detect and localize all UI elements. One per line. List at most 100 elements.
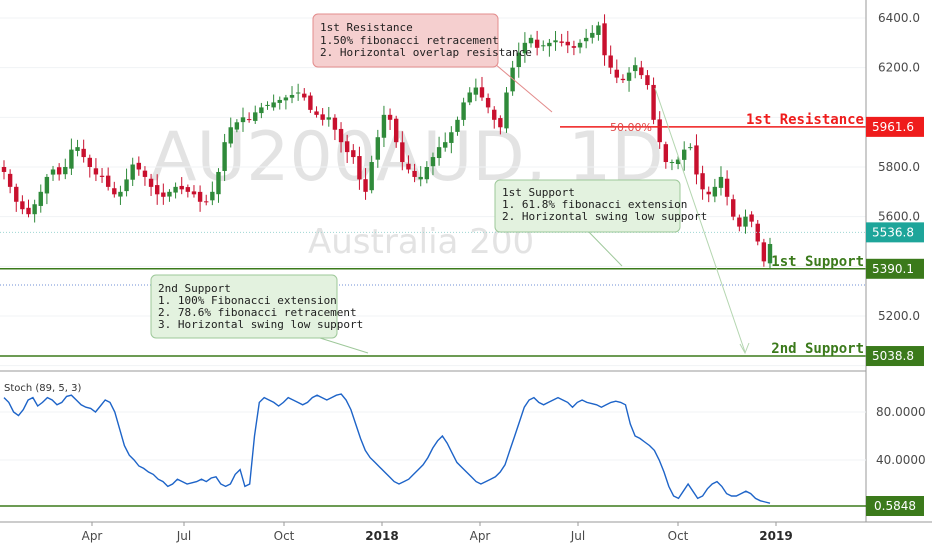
candle-body bbox=[136, 162, 142, 170]
candle-body bbox=[443, 142, 448, 148]
candle-body bbox=[541, 45, 546, 47]
support1-note-arrow bbox=[584, 227, 623, 267]
candle-body bbox=[547, 42, 552, 47]
time-tick-label: Jul bbox=[176, 529, 191, 543]
candle-body bbox=[657, 119, 662, 143]
candle-body bbox=[308, 95, 313, 110]
candle-body bbox=[112, 188, 117, 195]
candle-body bbox=[461, 102, 466, 120]
candle-body bbox=[93, 168, 99, 175]
candle-body bbox=[20, 201, 25, 210]
candle-body bbox=[522, 42, 528, 54]
note-line: 3. Horizontal swing low support bbox=[158, 318, 363, 331]
candle-body bbox=[645, 75, 650, 86]
time-axis: Apr Jul Oct 2018 Apr Jul Oct 2019 bbox=[82, 522, 793, 543]
candle-body bbox=[338, 128, 344, 143]
stoch-tag-label: 0.5848 bbox=[874, 499, 916, 513]
candle-body bbox=[105, 175, 111, 187]
candle-body bbox=[363, 179, 368, 192]
candle-body bbox=[289, 94, 295, 98]
candle-body bbox=[412, 170, 417, 177]
price-tick-label: 5600.0 bbox=[878, 210, 920, 224]
candle-body bbox=[418, 176, 423, 180]
candle-body bbox=[387, 114, 393, 120]
candle-body bbox=[87, 157, 92, 167]
candle-body bbox=[553, 40, 558, 43]
candle-body bbox=[99, 175, 105, 177]
candle-body bbox=[240, 117, 246, 123]
candle-body bbox=[204, 201, 209, 203]
candle-body bbox=[75, 147, 80, 151]
candles-layer bbox=[1, 14, 773, 269]
candle-body bbox=[430, 157, 436, 167]
candle-body bbox=[167, 191, 172, 197]
candle-body bbox=[528, 37, 534, 44]
stoch-tag bbox=[866, 496, 924, 516]
candle-body bbox=[602, 23, 607, 56]
candle-body bbox=[449, 132, 454, 143]
candle-body bbox=[302, 93, 307, 98]
note-line: 1. 61.8% fibonacci extension bbox=[502, 198, 687, 211]
candle-body bbox=[259, 107, 264, 114]
candle-body bbox=[326, 117, 331, 120]
candle-body bbox=[246, 119, 252, 121]
candle-body bbox=[577, 42, 583, 48]
candle-body bbox=[479, 87, 485, 98]
candle-body bbox=[620, 78, 626, 81]
note-2nd-support: 2nd Support 1. 100% Fibonacci extension … bbox=[150, 274, 363, 339]
candle-body bbox=[155, 185, 160, 195]
candle-body bbox=[755, 223, 760, 242]
candle-body bbox=[81, 148, 86, 158]
candle-body bbox=[467, 92, 472, 103]
candle-body bbox=[626, 72, 632, 81]
candle-body bbox=[761, 242, 767, 262]
fib-label: 50.00% bbox=[610, 121, 652, 134]
candle-body bbox=[44, 176, 50, 194]
candle-body bbox=[767, 243, 773, 264]
candle-body bbox=[700, 173, 705, 190]
projection-arrowhead bbox=[739, 342, 750, 355]
candle-body bbox=[504, 92, 509, 129]
candle-body bbox=[596, 25, 601, 35]
price-tag bbox=[866, 116, 924, 137]
price-tick-label: 6200.0 bbox=[878, 61, 920, 75]
candle-body bbox=[694, 145, 699, 175]
candle-body bbox=[7, 173, 13, 187]
levels-layer: 50.00% 1st Resistance 1st Support 2nd Suppo… bbox=[0, 112, 866, 357]
candle-body bbox=[498, 118, 503, 128]
stoch-tick-label: 40.0000 bbox=[876, 453, 926, 467]
price-tag bbox=[866, 222, 924, 243]
candle-body bbox=[516, 52, 521, 68]
candle-body bbox=[731, 199, 736, 217]
stoch-title: Stoch (89, 5, 3) bbox=[4, 383, 81, 394]
candle-body bbox=[455, 119, 460, 132]
candle-body bbox=[314, 111, 319, 115]
candle-body bbox=[608, 55, 613, 68]
candle-body bbox=[185, 187, 191, 192]
time-tick-label: Oct bbox=[274, 529, 295, 543]
note-line: 2. Horizontal swing low support bbox=[502, 210, 707, 223]
candle-body bbox=[228, 127, 233, 144]
candle-body bbox=[682, 149, 687, 160]
note-title: 1st Support bbox=[502, 186, 575, 199]
candle-body bbox=[724, 178, 730, 197]
candle-body bbox=[32, 204, 37, 215]
candle-body bbox=[283, 97, 289, 101]
price-tag bbox=[866, 258, 924, 279]
candle-body bbox=[191, 191, 197, 195]
candle-body bbox=[571, 46, 577, 48]
price-tick-label: 5800.0 bbox=[878, 160, 920, 174]
note-title: 2nd Support bbox=[158, 282, 231, 295]
support2-label: 2nd Support bbox=[771, 341, 864, 357]
candle-body bbox=[590, 32, 595, 38]
candle-body bbox=[424, 167, 430, 180]
candle-body bbox=[712, 186, 718, 197]
stoch-layer: 80.0000 40.0000 0.5848 bbox=[0, 393, 926, 516]
candle-body bbox=[197, 191, 203, 202]
candle-body bbox=[130, 164, 135, 180]
projection-arrow bbox=[654, 87, 746, 353]
price-tag bbox=[866, 346, 924, 367]
candle-body bbox=[124, 179, 129, 192]
candle-body bbox=[38, 191, 43, 206]
support2-note-arrow bbox=[319, 337, 369, 354]
